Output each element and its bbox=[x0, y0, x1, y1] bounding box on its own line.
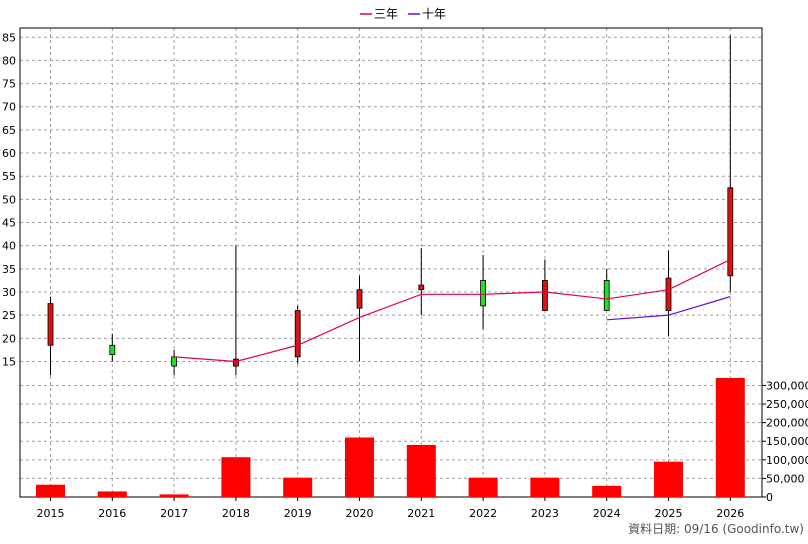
volume-bar bbox=[221, 457, 251, 497]
x-tick-label: 2016 bbox=[98, 507, 126, 520]
x-tick-label: 2015 bbox=[37, 507, 65, 520]
volume-bar bbox=[530, 477, 560, 497]
x-tick-label: 2026 bbox=[716, 507, 744, 520]
volume-bar bbox=[36, 484, 65, 497]
price-tick-label: 40 bbox=[2, 240, 16, 253]
price-tick-label: 70 bbox=[2, 101, 16, 114]
candle-body bbox=[294, 310, 301, 358]
candle-body bbox=[542, 280, 548, 311]
series-line-2 bbox=[606, 296, 731, 321]
price-tick-label: 30 bbox=[2, 286, 16, 299]
volume-bars bbox=[36, 378, 745, 497]
volume-tick-label: 300,000 bbox=[766, 379, 808, 392]
grid-lines bbox=[20, 28, 762, 498]
price-tick-label: 20 bbox=[2, 332, 16, 345]
volume-tick-label: 200,000 bbox=[766, 417, 808, 430]
price-tick-label: 85 bbox=[2, 31, 16, 44]
legend: 三年 十年 bbox=[360, 7, 446, 21]
price-tick-label: 55 bbox=[2, 170, 16, 183]
average-lines bbox=[174, 259, 731, 363]
x-tick-label: 2023 bbox=[531, 507, 559, 520]
candle-body bbox=[727, 187, 734, 277]
x-tick-label: 2022 bbox=[469, 507, 497, 520]
volume-tick-label: 100,000 bbox=[766, 454, 808, 467]
price-tick-label: 65 bbox=[2, 124, 16, 137]
volume-bar bbox=[345, 437, 374, 497]
candle-body bbox=[232, 358, 239, 367]
candle-body bbox=[356, 289, 363, 309]
volume-bar bbox=[406, 444, 436, 497]
x-tick-label: 2024 bbox=[593, 507, 621, 520]
volume-bar bbox=[468, 477, 498, 497]
candle-body bbox=[109, 344, 116, 355]
x-tick-label: 2020 bbox=[346, 507, 374, 520]
legend-label: 十年 bbox=[422, 7, 446, 21]
candle-body bbox=[47, 303, 54, 346]
series-line-1 bbox=[174, 259, 731, 363]
volume-bar bbox=[283, 477, 313, 497]
plot-border bbox=[19, 27, 763, 498]
volume-tick-label: 0 bbox=[766, 491, 773, 504]
candle-body bbox=[665, 277, 672, 311]
candle-body bbox=[418, 284, 425, 291]
x-tick-label: 2025 bbox=[655, 507, 683, 520]
price-tick-label: 35 bbox=[2, 263, 16, 276]
x-tick-label: 2018 bbox=[222, 507, 250, 520]
candle-body bbox=[480, 280, 487, 307]
volume-bar bbox=[592, 485, 622, 497]
price-tick-label: 50 bbox=[2, 193, 16, 206]
footer-note: 資料日期: 09/16 (Goodinfo.tw) bbox=[628, 522, 804, 536]
axis-labels: 152025303540455055606570758085050,000100… bbox=[2, 31, 808, 520]
candles bbox=[47, 34, 734, 376]
plot-frames bbox=[19, 27, 763, 498]
volume-tick-label: 50,000 bbox=[766, 472, 805, 485]
price-tick-label: 60 bbox=[2, 147, 16, 160]
legend-label: 三年 bbox=[374, 7, 398, 21]
volume-bar bbox=[654, 461, 683, 497]
x-tick-label: 2021 bbox=[407, 507, 435, 520]
price-tick-label: 75 bbox=[2, 78, 16, 91]
x-tick-label: 2019 bbox=[284, 507, 312, 520]
x-tick-label: 2017 bbox=[160, 507, 188, 520]
candle-body bbox=[171, 356, 178, 367]
volume-bar bbox=[97, 491, 127, 497]
price-tick-label: 80 bbox=[2, 54, 16, 67]
volume-tick-label: 250,000 bbox=[766, 398, 808, 411]
price-tick-label: 25 bbox=[2, 309, 16, 322]
volume-tick-label: 150,000 bbox=[766, 435, 808, 448]
price-tick-label: 45 bbox=[2, 217, 16, 230]
price-tick-label: 15 bbox=[2, 355, 16, 368]
volume-bar bbox=[159, 494, 189, 497]
volume-bar bbox=[715, 378, 745, 497]
candle-body bbox=[603, 280, 610, 311]
